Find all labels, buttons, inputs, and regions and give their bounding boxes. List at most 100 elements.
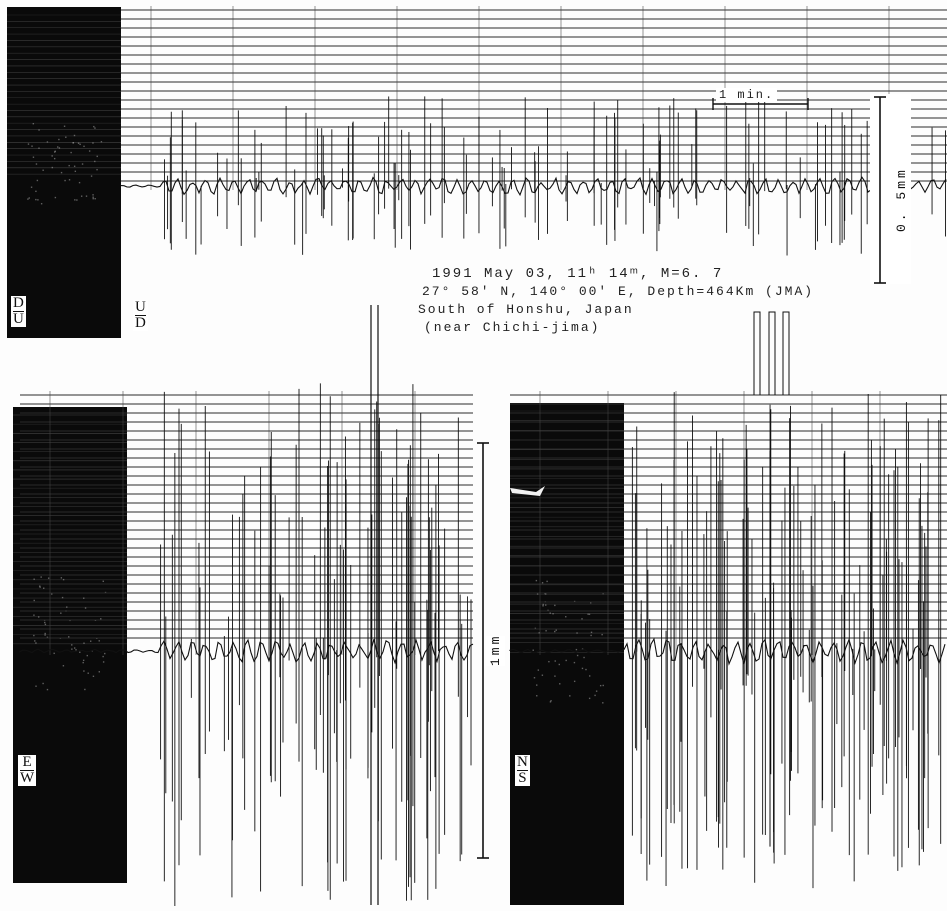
ns-photo-speck: [565, 659, 567, 662]
ns-photo-speck: [589, 602, 592, 604]
ns-photo-speck: [549, 612, 551, 614]
ud-photo-speck: [92, 197, 94, 200]
ns-photo-speck: [534, 627, 537, 630]
ns-photo-speck: [532, 649, 534, 651]
ud-photo-speck: [100, 141, 103, 143]
ns-photo-speck: [602, 702, 604, 704]
ud-photo-speck: [93, 125, 95, 128]
ns-photo-speck: [565, 616, 567, 618]
ns-photo-speck: [548, 660, 550, 663]
ew-photo-speck: [46, 636, 49, 639]
ud-photo-speck: [90, 175, 93, 177]
ew-photo-speck: [75, 649, 77, 651]
ud-photo-speck: [85, 195, 88, 197]
ns-photo-speck: [546, 580, 548, 583]
ns-photo-speck: [537, 669, 540, 671]
ns-photo-strip: [510, 403, 624, 905]
ud-photo-speck: [46, 141, 49, 143]
ud-photo-speck: [78, 181, 81, 184]
ns-photo-speck: [542, 605, 544, 607]
ew-photo-speck: [66, 606, 68, 608]
ns-photo-speck: [576, 632, 578, 634]
ud-photo-speck: [35, 198, 37, 201]
ns-photo-speck: [588, 697, 591, 700]
ud-photo-strip: [7, 7, 121, 338]
event-line-3: South of Honshu, Japan: [418, 302, 634, 317]
ud-photo-speck: [74, 170, 77, 173]
event-line-4: (near Chichi-jima): [424, 320, 601, 335]
ew-photo-speck: [71, 644, 73, 646]
ns-clipped-spike: [753, 311, 761, 395]
ew-photo-speck: [51, 593, 53, 595]
ns-photo-speck: [595, 690, 598, 692]
ud-photo-speck: [76, 199, 78, 201]
ud-photo-speck: [94, 127, 96, 129]
ew-photo-speck: [53, 652, 55, 655]
ew-photo-speck: [102, 661, 105, 663]
ew-photo-speck: [35, 685, 37, 687]
event-line-2: 27° 58′ N, 140° 00′ E, Depth=464Km (JMA): [422, 284, 815, 299]
ud-photo-speck: [35, 163, 38, 165]
ew-photo-speck: [61, 596, 64, 599]
ns-photo-speck: [575, 648, 578, 651]
ud-photo-speck: [54, 151, 56, 153]
ud-photo-speck: [94, 198, 96, 200]
ew-photo-speck: [39, 585, 41, 587]
ew-photo-speck: [33, 599, 35, 602]
ns-photo-speck: [585, 668, 587, 671]
ud-photo-speck: [36, 179, 39, 182]
ns-photo-speck: [554, 675, 556, 677]
ns-photo-speck: [581, 667, 584, 670]
ns-photo-speck: [552, 613, 554, 615]
ud-photo-speck: [68, 164, 70, 167]
ud-photo-speck: [32, 156, 35, 158]
ns-photo-speck: [590, 631, 593, 634]
ew-photo-strip: [13, 407, 127, 883]
ud-photo-speck: [42, 169, 44, 171]
ns-photo-speck: [541, 674, 544, 676]
ew-photo-speck: [98, 640, 100, 642]
ns-photo-mark: [510, 486, 545, 496]
ew-photo-speck: [79, 651, 81, 654]
ns-photo-speck: [545, 593, 547, 595]
ns-photo-speck: [555, 629, 557, 631]
ns-photo-speck: [602, 592, 604, 595]
ew-photo-speck: [46, 688, 49, 691]
ns-photo-speck: [554, 660, 556, 662]
ew-photo-speck: [100, 618, 102, 620]
ud-photo-speck: [88, 150, 91, 152]
ud-photo-speck: [54, 150, 56, 153]
ns-photo-speck: [545, 604, 547, 606]
ns-clipped-spike: [768, 311, 776, 395]
ud-photo-speck: [74, 199, 76, 201]
ud-polarity-label: U D: [133, 299, 148, 331]
ud-photo-speck: [35, 190, 37, 193]
ud-photo-speck: [81, 163, 84, 165]
ew-photo-speck: [62, 665, 65, 667]
ud-photo-speck: [72, 141, 75, 144]
ud-photo-speck: [51, 155, 53, 157]
ew-photo-speck: [84, 607, 87, 609]
ns-photo-speck: [601, 633, 603, 636]
ud-photo-speck: [64, 179, 66, 182]
ud-photo-speck: [58, 147, 61, 149]
ew-photo-speck: [40, 576, 42, 578]
ew-photo-speck: [42, 682, 44, 685]
ew-photo-speck: [83, 642, 85, 644]
ns-photo-speck: [599, 684, 602, 687]
ud-photo-speck: [63, 125, 66, 127]
ew-amplitude-scale-label: 1mm: [486, 633, 505, 666]
ew-photo-speck: [62, 578, 65, 581]
ew-photo-speck: [68, 636, 70, 638]
ns-photo-speck: [588, 613, 591, 615]
ud-signal-trace: [120, 176, 947, 197]
ew-component-label: E W: [18, 754, 37, 786]
ud-photo-speck: [31, 145, 33, 147]
ns-photo-speck: [549, 701, 552, 703]
ew-photo-speck: [104, 652, 106, 655]
ud-photo-speck: [51, 166, 54, 169]
ud-photo-speck: [92, 194, 94, 196]
ud-photo-speck: [40, 203, 43, 205]
ud-photo-speck: [30, 186, 33, 188]
